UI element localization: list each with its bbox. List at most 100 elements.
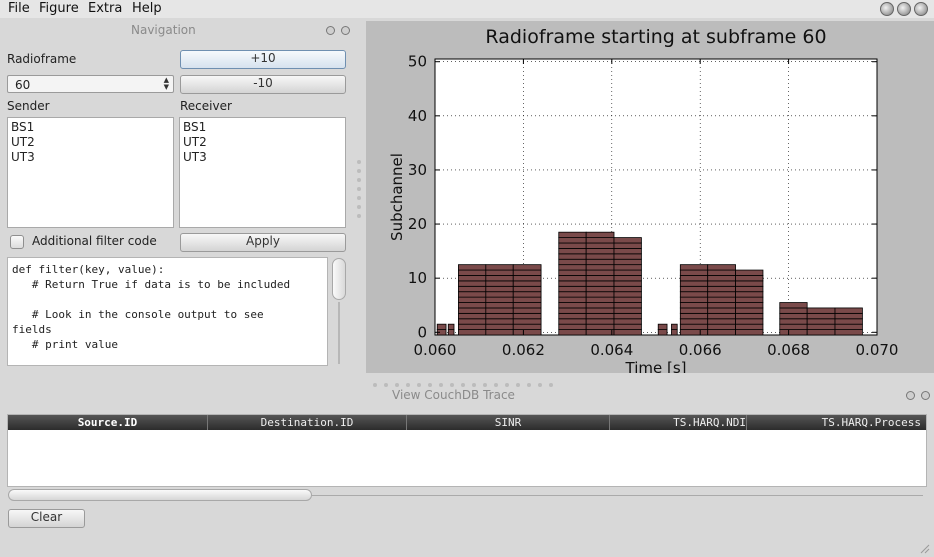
menu-figure[interactable]: Figure — [39, 1, 79, 16]
bar-segment — [679, 291, 709, 298]
bar — [679, 264, 709, 336]
restore-icon[interactable] — [897, 2, 911, 16]
column-destination-id[interactable]: Destination.ID — [208, 415, 407, 430]
trace-horizontal-scrollbar[interactable] — [8, 488, 923, 502]
bar-segment — [585, 291, 615, 298]
radioframe-label: Radioframe — [7, 52, 77, 66]
radioframe-spinbox[interactable]: 60 ▲ ▼ — [7, 75, 174, 93]
column-ts-harq-process[interactable]: TS.HARQ.Process — [821, 416, 921, 429]
bar-segment — [613, 307, 642, 314]
list-item[interactable]: UT3 — [11, 150, 35, 164]
receiver-list[interactable]: BS1 UT2 UT3 — [179, 117, 346, 228]
bar-segment — [585, 280, 615, 287]
y-ticks: 0 10 20 30 40 50 — [408, 53, 877, 341]
close-icon[interactable] — [914, 2, 928, 16]
list-item[interactable]: BS1 — [183, 120, 207, 134]
bar-segment — [679, 280, 709, 287]
bar-segment — [585, 275, 615, 282]
y-tick-label: 20 — [408, 215, 427, 233]
bar-segment — [458, 329, 487, 336]
sender-list[interactable]: BS1 UT2 UT3 — [7, 117, 174, 228]
bar-segment — [512, 280, 542, 287]
minus-ten-button[interactable]: -10 — [180, 75, 346, 94]
bar-segment — [679, 323, 709, 330]
bar-segment — [735, 296, 764, 303]
column-ts-harq-ndi[interactable]: TS.HARQ.NDI — [610, 415, 747, 430]
bar-segment — [585, 318, 615, 325]
bar-segment — [834, 312, 863, 320]
list-item[interactable]: UT2 — [183, 135, 207, 149]
bar-segment — [657, 329, 668, 336]
bar-segment — [707, 302, 736, 309]
code-scrollbar-handle[interactable] — [332, 258, 346, 300]
bar — [671, 323, 678, 336]
bar-segment — [613, 269, 642, 276]
bar-segment — [735, 323, 764, 330]
column-sinr[interactable]: SINR — [407, 415, 610, 430]
x-tick-label: 0.066 — [679, 341, 722, 359]
bar-segment — [735, 329, 764, 336]
bar-segment — [707, 269, 736, 276]
bar-segment — [458, 307, 487, 314]
bar-segment — [558, 302, 587, 309]
dock-close-icon[interactable] — [921, 391, 930, 400]
bar-segment — [458, 275, 487, 282]
dock-float-icon[interactable] — [906, 391, 915, 400]
column-source-id[interactable]: Source.ID — [8, 415, 208, 430]
spin-arrows-icon[interactable]: ▲ ▼ — [163, 76, 169, 91]
list-item[interactable]: UT2 — [11, 135, 35, 149]
apply-button[interactable]: Apply — [180, 233, 346, 252]
bar-segment — [679, 318, 709, 325]
filter-code-editor[interactable]: def filter(key, value): # Return True if… — [7, 257, 328, 366]
bar — [512, 264, 542, 336]
bar — [779, 302, 808, 336]
bar-segment — [613, 280, 642, 287]
filter-checkbox[interactable] — [10, 235, 24, 249]
bar-segment — [779, 302, 808, 309]
plus-ten-button[interactable]: +10 — [180, 50, 346, 69]
trace-table[interactable]: Source.ID Destination.ID SINR TS.HARQ.ND… — [7, 414, 927, 487]
bar-segment — [585, 302, 615, 309]
bar-segment — [613, 275, 642, 282]
bar-segment — [485, 280, 514, 287]
bar-segment — [585, 258, 615, 266]
bar-segment — [458, 264, 487, 271]
bar-segment — [558, 242, 587, 249]
bar — [485, 264, 514, 336]
sender-label: Sender — [7, 99, 50, 113]
menu-file[interactable]: File — [8, 1, 30, 16]
code-scrollbar[interactable] — [332, 258, 346, 366]
x-tick-label: 0.064 — [590, 341, 633, 359]
resize-grip-icon[interactable] — [918, 542, 930, 554]
bar-segment — [558, 318, 587, 325]
vertical-splitter-handle[interactable] — [357, 160, 361, 223]
list-item[interactable]: BS1 — [11, 120, 35, 134]
bar-segment — [613, 296, 642, 303]
bar-segment — [485, 264, 514, 271]
menu-help[interactable]: Help — [132, 1, 162, 16]
bar-segment — [512, 318, 542, 325]
trace-scrollbar-handle[interactable] — [8, 489, 312, 501]
horizontal-splitter-handle[interactable] — [373, 376, 560, 390]
bar — [834, 307, 863, 336]
bar-segment — [613, 253, 642, 260]
bar-segment — [779, 318, 808, 325]
subchannel-chart: Radioframe starting at subframe 60 0.060… — [388, 26, 898, 373]
bar-segment — [779, 307, 808, 314]
bar-segment — [679, 275, 709, 282]
bar-segment — [707, 275, 736, 282]
list-item[interactable]: UT3 — [183, 150, 207, 164]
bar-segment — [679, 269, 709, 276]
bar-segment — [613, 323, 642, 330]
bar-segment — [585, 307, 615, 314]
minimize-icon[interactable] — [880, 2, 894, 16]
clear-button[interactable]: Clear — [8, 509, 85, 528]
bar — [735, 269, 764, 336]
bar-segment — [485, 307, 514, 314]
bar-segment — [485, 269, 514, 276]
dock-float-icon[interactable] — [326, 26, 335, 35]
bar-segment — [613, 291, 642, 298]
dock-close-icon[interactable] — [341, 26, 350, 35]
bar-segment — [613, 329, 642, 336]
menu-extra[interactable]: Extra — [88, 1, 123, 16]
